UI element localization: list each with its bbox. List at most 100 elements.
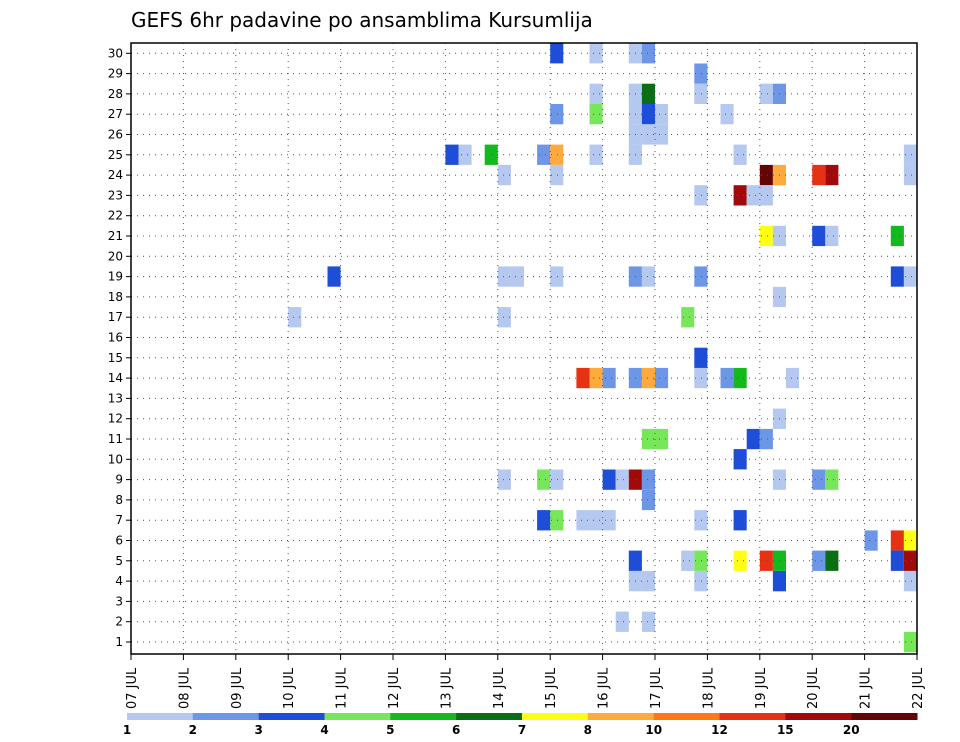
colorbar-swatch <box>653 713 720 720</box>
heatmap-cell <box>759 550 773 571</box>
heatmap-cell <box>890 266 904 287</box>
y-tick-label: 11 <box>108 432 123 446</box>
heatmap-cell <box>537 469 551 490</box>
y-tick-label: 14 <box>108 371 123 385</box>
heatmap-cell <box>445 144 459 165</box>
heatmap-cell <box>641 104 655 125</box>
y-tick-label: 18 <box>108 290 123 304</box>
colorbar-tick-label: 8 <box>584 723 592 737</box>
heatmap-cell <box>550 43 564 64</box>
x-tick-label: 20 JUL <box>806 667 821 709</box>
colorbar-swatch <box>192 713 260 720</box>
y-axis: 1234567891011121314151617181920212223242… <box>108 46 131 649</box>
heatmap-cell <box>890 225 904 247</box>
heatmap-cell <box>903 164 917 186</box>
heatmap-cell <box>733 550 747 571</box>
heatmap-cell <box>641 489 655 511</box>
heatmap-cell <box>694 266 708 287</box>
colorbar-tick-label: 20 <box>843 723 860 737</box>
heatmap-cell <box>641 266 655 287</box>
heatmap-cell <box>694 347 708 368</box>
heatmap-cell <box>694 571 708 592</box>
heatmap-cell <box>733 510 747 531</box>
colorbar-swatch <box>390 713 457 720</box>
heatmap-cell <box>694 185 708 206</box>
heatmap-cell <box>641 83 655 104</box>
heatmap-cell <box>641 43 655 64</box>
y-tick-label: 6 <box>115 534 123 548</box>
y-tick-label: 26 <box>108 128 123 142</box>
heatmap-cell <box>786 367 800 389</box>
heatmap-cell <box>589 367 603 389</box>
colorbar-tick-label: 4 <box>320 723 328 737</box>
y-tick-label: 8 <box>115 493 123 507</box>
plot-frame <box>130 42 918 655</box>
y-tick-label: 15 <box>108 351 123 365</box>
heatmap-cell <box>733 367 747 389</box>
y-tick-label: 16 <box>108 331 123 345</box>
y-tick-label: 21 <box>108 229 123 243</box>
y-tick-label: 7 <box>115 513 123 527</box>
heatmap-cell <box>550 104 564 125</box>
heatmap-cell <box>589 144 603 165</box>
y-tick-label: 28 <box>108 87 123 101</box>
heatmap-cell <box>550 144 564 165</box>
heatmap-cell <box>288 307 302 328</box>
heatmap-cell <box>589 43 603 64</box>
heatmap-cell <box>694 367 708 389</box>
heatmap-cell <box>589 83 603 104</box>
heatmap-cell <box>537 510 551 531</box>
heatmap-cell <box>825 469 839 490</box>
heatmap-cell <box>890 530 904 551</box>
heatmap-cell <box>903 550 917 571</box>
colorbar-swatch <box>587 713 655 720</box>
heatmap-cell <box>812 225 826 247</box>
heatmap-cell <box>615 469 629 490</box>
heatmap-cell <box>550 510 564 531</box>
heatmap-cell <box>589 510 603 531</box>
heatmap-cell <box>746 185 760 206</box>
heatmap-cell <box>812 164 826 186</box>
x-tick-label: 10 JUL <box>282 667 297 709</box>
heatmap-cell <box>681 550 695 571</box>
heatmap-cell <box>641 428 655 450</box>
heatmap-cell <box>641 469 655 490</box>
heatmap-cell <box>655 367 669 389</box>
heatmap-cell <box>497 266 511 287</box>
y-tick-label: 4 <box>115 574 123 588</box>
heatmap-cell <box>550 164 564 186</box>
heatmap-cell <box>602 510 616 531</box>
colorbar-tick-label: 12 <box>711 723 728 737</box>
heatmap-cell <box>864 530 878 551</box>
y-tick-label: 5 <box>115 554 123 568</box>
heatmap-cell <box>641 611 655 632</box>
heatmap-cell <box>720 104 734 125</box>
y-tick-label: 3 <box>115 594 123 608</box>
y-tick-label: 29 <box>108 67 123 81</box>
x-tick-label: 07 JUL <box>125 667 140 709</box>
x-axis: 07 JUL 08 JUL 09 JUL 10 JUL 11 JUL 12 JUL 13 J… <box>125 654 926 709</box>
heatmap-cell <box>497 469 511 490</box>
colorbar-tick-label: 15 <box>777 723 794 737</box>
x-tick-label: 11 JUL <box>335 667 350 709</box>
y-tick-label: 23 <box>108 188 123 202</box>
heatmap-cell <box>746 428 760 450</box>
heatmap-cell <box>694 550 708 571</box>
chart-title: GEFS 6hr padavine po ansamblima Kursumli… <box>131 8 593 32</box>
heatmap-cell <box>497 307 511 328</box>
colorbar: 1 2 3 4 5 6 7 8 10 12 15 20 <box>123 713 918 737</box>
y-tick-label: 9 <box>115 473 123 487</box>
heatmap-cell <box>537 144 551 165</box>
x-tick-label: 14 JUL <box>492 667 507 709</box>
y-tick-label: 25 <box>108 148 123 162</box>
colorbar-tick-label: 3 <box>255 723 263 737</box>
y-tick-label: 30 <box>108 46 123 60</box>
y-tick-label: 10 <box>108 452 123 466</box>
heatmap-cell <box>655 428 669 450</box>
heatmap-cell <box>550 266 564 287</box>
colorbar-swatch <box>127 713 194 720</box>
heatmap-cell <box>602 469 616 490</box>
x-tick-label: 13 JUL <box>439 667 454 709</box>
colorbar-tick-label: 2 <box>189 723 197 737</box>
heatmap-cell <box>759 225 773 247</box>
